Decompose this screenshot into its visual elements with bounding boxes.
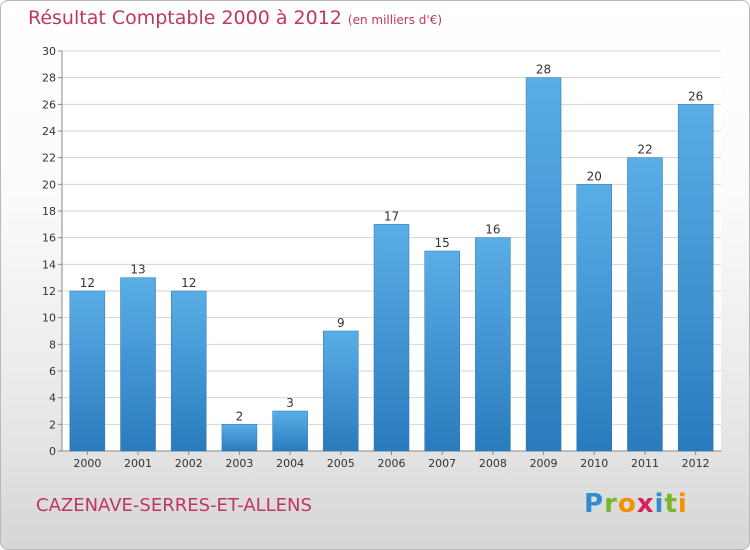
y-tick-label: 28: [42, 72, 56, 85]
y-tick-label: 30: [42, 45, 56, 58]
data-label: 13: [130, 263, 145, 277]
y-tick-label: 2: [49, 418, 56, 431]
y-tick-label: 12: [42, 285, 56, 298]
x-tick-label: 2010: [580, 457, 608, 470]
data-label: 26: [688, 89, 703, 103]
y-tick-label: 8: [49, 338, 56, 351]
x-tick-label: 2006: [378, 457, 406, 470]
logo-letter: r: [604, 489, 618, 519]
data-label: 16: [485, 223, 500, 237]
y-tick-label: 0: [49, 445, 56, 458]
logo-letter: t: [664, 489, 678, 519]
y-tick-label: 4: [49, 392, 56, 405]
y-tick-label: 20: [42, 178, 56, 191]
x-tick-label: 2007: [428, 457, 456, 470]
bar: [677, 104, 714, 452]
x-tick-label: 2001: [124, 457, 152, 470]
logo-letter: i: [654, 489, 665, 519]
x-tick-label: 2009: [530, 457, 558, 470]
data-label: 12: [80, 276, 95, 290]
data-label: 12: [181, 276, 196, 290]
bar: [475, 237, 511, 452]
x-tick-label: 2008: [479, 457, 507, 470]
data-label: 9: [337, 316, 345, 330]
bar: [69, 290, 106, 452]
logo-letter: P: [584, 489, 605, 519]
city-name: CAZENAVE-SERRES-ET-ALLENS: [36, 495, 312, 516]
data-label: 15: [435, 236, 450, 250]
y-tick-label: 14: [42, 258, 56, 271]
y-tick-label: 22: [42, 152, 56, 165]
data-label: 22: [637, 143, 652, 157]
logo-letter: o: [617, 489, 637, 519]
data-label: 28: [536, 63, 551, 77]
chart-unit: (en milliers d'€): [347, 13, 443, 27]
chart-title-text: Résultat Comptable 2000 à 2012: [28, 7, 342, 29]
data-label: 20: [587, 169, 602, 183]
bar: [525, 77, 562, 452]
y-tick-label: 10: [42, 312, 56, 325]
y-tick-label: 26: [42, 98, 56, 111]
bar: [373, 224, 410, 452]
bar: [323, 330, 359, 452]
y-tick-label: 18: [42, 205, 56, 218]
bar: [627, 157, 663, 452]
bar: [424, 250, 460, 452]
chart-title: Résultat Comptable 2000 à 2012 (en millie…: [28, 7, 442, 29]
bar: [221, 424, 258, 452]
data-label: 17: [384, 209, 399, 223]
proxiti-logo[interactable]: Proxiti: [584, 489, 688, 519]
data-label: 3: [286, 396, 294, 410]
logo-letter: i: [677, 489, 688, 519]
x-tick-label: 2003: [225, 457, 253, 470]
logo-letter: x: [636, 489, 655, 519]
bar: [576, 184, 613, 452]
x-tick-label: 2011: [631, 457, 659, 470]
x-tick-label: 2004: [276, 457, 304, 470]
x-tick-label: 2000: [73, 457, 101, 470]
x-tick-label: 2012: [682, 457, 710, 470]
y-tick-label: 6: [49, 365, 56, 378]
bar: [120, 277, 156, 452]
data-label: 2: [236, 409, 244, 423]
y-tick-label: 24: [42, 125, 56, 138]
y-tick-label: 16: [42, 232, 56, 245]
x-tick-label: 2005: [327, 457, 355, 470]
bar: [272, 410, 308, 452]
x-tick-label: 2002: [175, 457, 203, 470]
bar: [170, 290, 207, 452]
